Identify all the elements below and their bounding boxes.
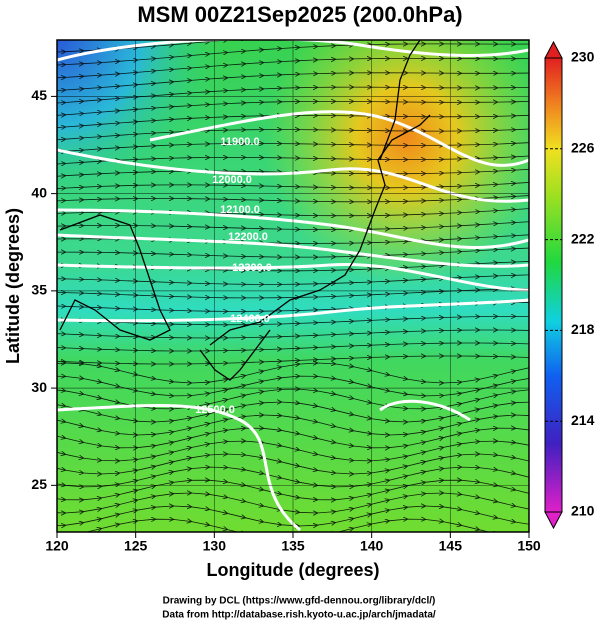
y-tick-label: 35	[31, 282, 47, 298]
colorbar-tick-label: 222	[571, 230, 595, 246]
x-tick-label: 130	[203, 538, 227, 554]
footer-line: Data from http://database.rish.kyoto-u.a…	[162, 610, 436, 621]
y-tick-label: 40	[31, 184, 47, 200]
contour-label: 11900.0	[220, 136, 259, 148]
contours	[57, 40, 529, 532]
y-tick-label: 30	[31, 379, 47, 395]
contour-label: 12400.0	[230, 313, 270, 325]
footer-line: Drawing by DCL (https://www.gfd-dennou.o…	[163, 596, 436, 607]
colorbar-tick-label: 230	[571, 49, 595, 65]
colorbar	[544, 57, 563, 513]
streamline	[57, 316, 529, 324]
contour-label: 12500.0	[195, 404, 235, 416]
streamline	[57, 195, 529, 202]
x-tick-label: 150	[517, 538, 541, 554]
streamline	[57, 101, 529, 116]
colorbar-tick-label: 214	[571, 412, 595, 428]
plot-field	[47, 40, 533, 532]
contour-label: 12200.0	[228, 231, 268, 243]
y-tick-label: 45	[31, 87, 47, 103]
colorbar-max-arrow	[544, 40, 563, 59]
contour-label: 12000.0	[212, 174, 252, 186]
x-tick-label: 145	[439, 538, 463, 554]
contour-label: 12300.0	[232, 262, 272, 274]
streamline	[57, 129, 529, 141]
streamline	[57, 87, 529, 104]
colorbar-tick-label: 210	[571, 503, 595, 519]
streamline	[57, 143, 529, 153]
x-tick-label: 140	[360, 538, 384, 554]
colorbar-tick-label: 226	[571, 140, 595, 156]
colorbar-min-arrow	[544, 511, 563, 530]
x-tick-label: 125	[124, 538, 148, 554]
streamline	[57, 182, 529, 189]
coastline	[59, 40, 431, 381]
streamline	[57, 222, 529, 230]
streamline	[57, 330, 529, 338]
streamline	[47, 519, 533, 532]
x-axis-label: Longitude (degrees)	[206, 560, 379, 580]
y-tick-label: 25	[31, 476, 47, 492]
contour-label: 12100.0	[220, 204, 260, 216]
x-tick-label: 135	[281, 538, 305, 554]
colorbar-tick-label: 218	[571, 321, 595, 337]
title: MSM 00Z21Sep2025 (200.0hPa)	[137, 2, 462, 27]
y-axis-label: Latitude (degrees)	[3, 208, 23, 364]
streamline	[57, 248, 529, 257]
streamline	[57, 343, 529, 351]
x-tick-label: 120	[45, 538, 69, 554]
streamline	[57, 156, 529, 165]
